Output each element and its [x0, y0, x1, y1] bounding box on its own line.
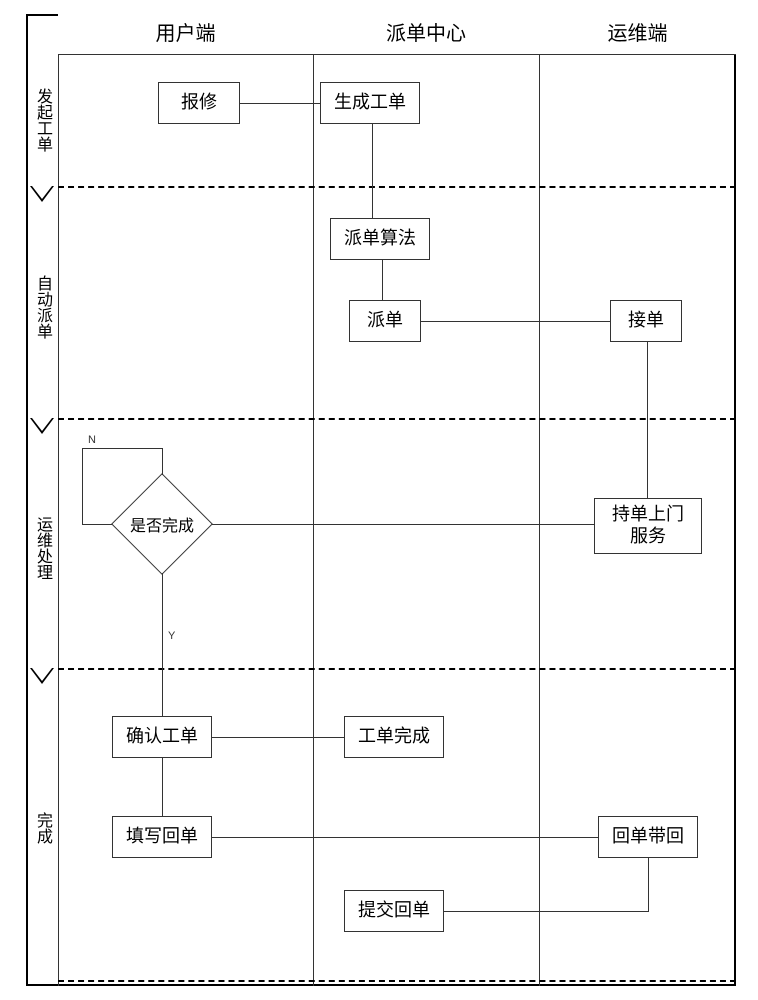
col-divider-1 — [313, 14, 314, 986]
edge-tianxiehd-huidandh — [212, 837, 598, 838]
edge-diamond-no-left — [82, 448, 163, 449]
col-header-dispatch: 派单中心 — [313, 14, 539, 54]
box-chidan: 持单上门 服务 — [594, 498, 702, 554]
edge-diamond-no-up — [162, 448, 163, 475]
edge-diamond-no-down — [82, 448, 83, 524]
edge-baoxiu-shengcheng — [240, 103, 320, 104]
box-shengcheng: 生成工单 — [320, 82, 420, 124]
box-tijiaohd: 提交回单 — [344, 890, 444, 932]
phase-chevron-2 — [30, 418, 54, 434]
box-tianxiehd: 填写回单 — [112, 816, 212, 858]
label-yes: Y — [168, 630, 175, 642]
edge-diamond-yes — [162, 573, 163, 716]
box-baoxiu: 报修 — [158, 82, 240, 124]
rowheader-divider — [58, 14, 59, 986]
phase-chevron-1 — [30, 186, 54, 202]
box-jiedan: 接单 — [610, 300, 682, 342]
phase-divider-1 — [58, 186, 736, 188]
swimlane-diagram: 用户端 派单中心 运维端 发起工单 自动派单 运维处理 完成 报修 生成工单 派… — [0, 0, 758, 1000]
edge-chidan-diamond — [212, 524, 594, 525]
edge-huidandh-tijiaohd — [444, 911, 649, 912]
label-no: N — [88, 434, 96, 446]
edge-jiedan-chidan — [647, 342, 648, 498]
edge-querengd-tianxiehd — [162, 758, 163, 816]
row-header-autodispatch: 自动派单 — [28, 196, 56, 418]
decision-complete: 是否完成 — [112, 474, 212, 574]
col-header-ops: 运维端 — [539, 14, 736, 54]
header-row-divider — [58, 54, 736, 55]
col-header-user: 用户端 — [58, 14, 313, 54]
row-header-complete: 完成 — [28, 678, 56, 978]
diamond-label: 是否完成 — [130, 512, 194, 536]
edge-huidandh-down — [648, 858, 649, 911]
phase-chevron-3 — [30, 668, 54, 684]
edge-querengd-gdwancheng — [212, 737, 344, 738]
edge-paidan-jiedan — [421, 321, 610, 322]
phase-divider-3 — [58, 668, 736, 670]
box-querengd: 确认工单 — [112, 716, 212, 758]
box-gdwancheng: 工单完成 — [344, 716, 444, 758]
phase-divider-2 — [58, 418, 736, 420]
phase-divider-4 — [58, 980, 736, 982]
edge-shengcheng-paidansf — [372, 124, 373, 218]
edge-diamond-no-in — [82, 524, 112, 525]
col-divider-2 — [539, 14, 540, 986]
row-header-initiate: 发起工单 — [28, 54, 56, 186]
box-paidansf: 派单算法 — [330, 218, 430, 260]
box-huidandh: 回单带回 — [598, 816, 698, 858]
box-paidan: 派单 — [349, 300, 421, 342]
edge-paidansf-paidan — [382, 260, 383, 300]
row-header-ops: 运维处理 — [28, 428, 56, 668]
